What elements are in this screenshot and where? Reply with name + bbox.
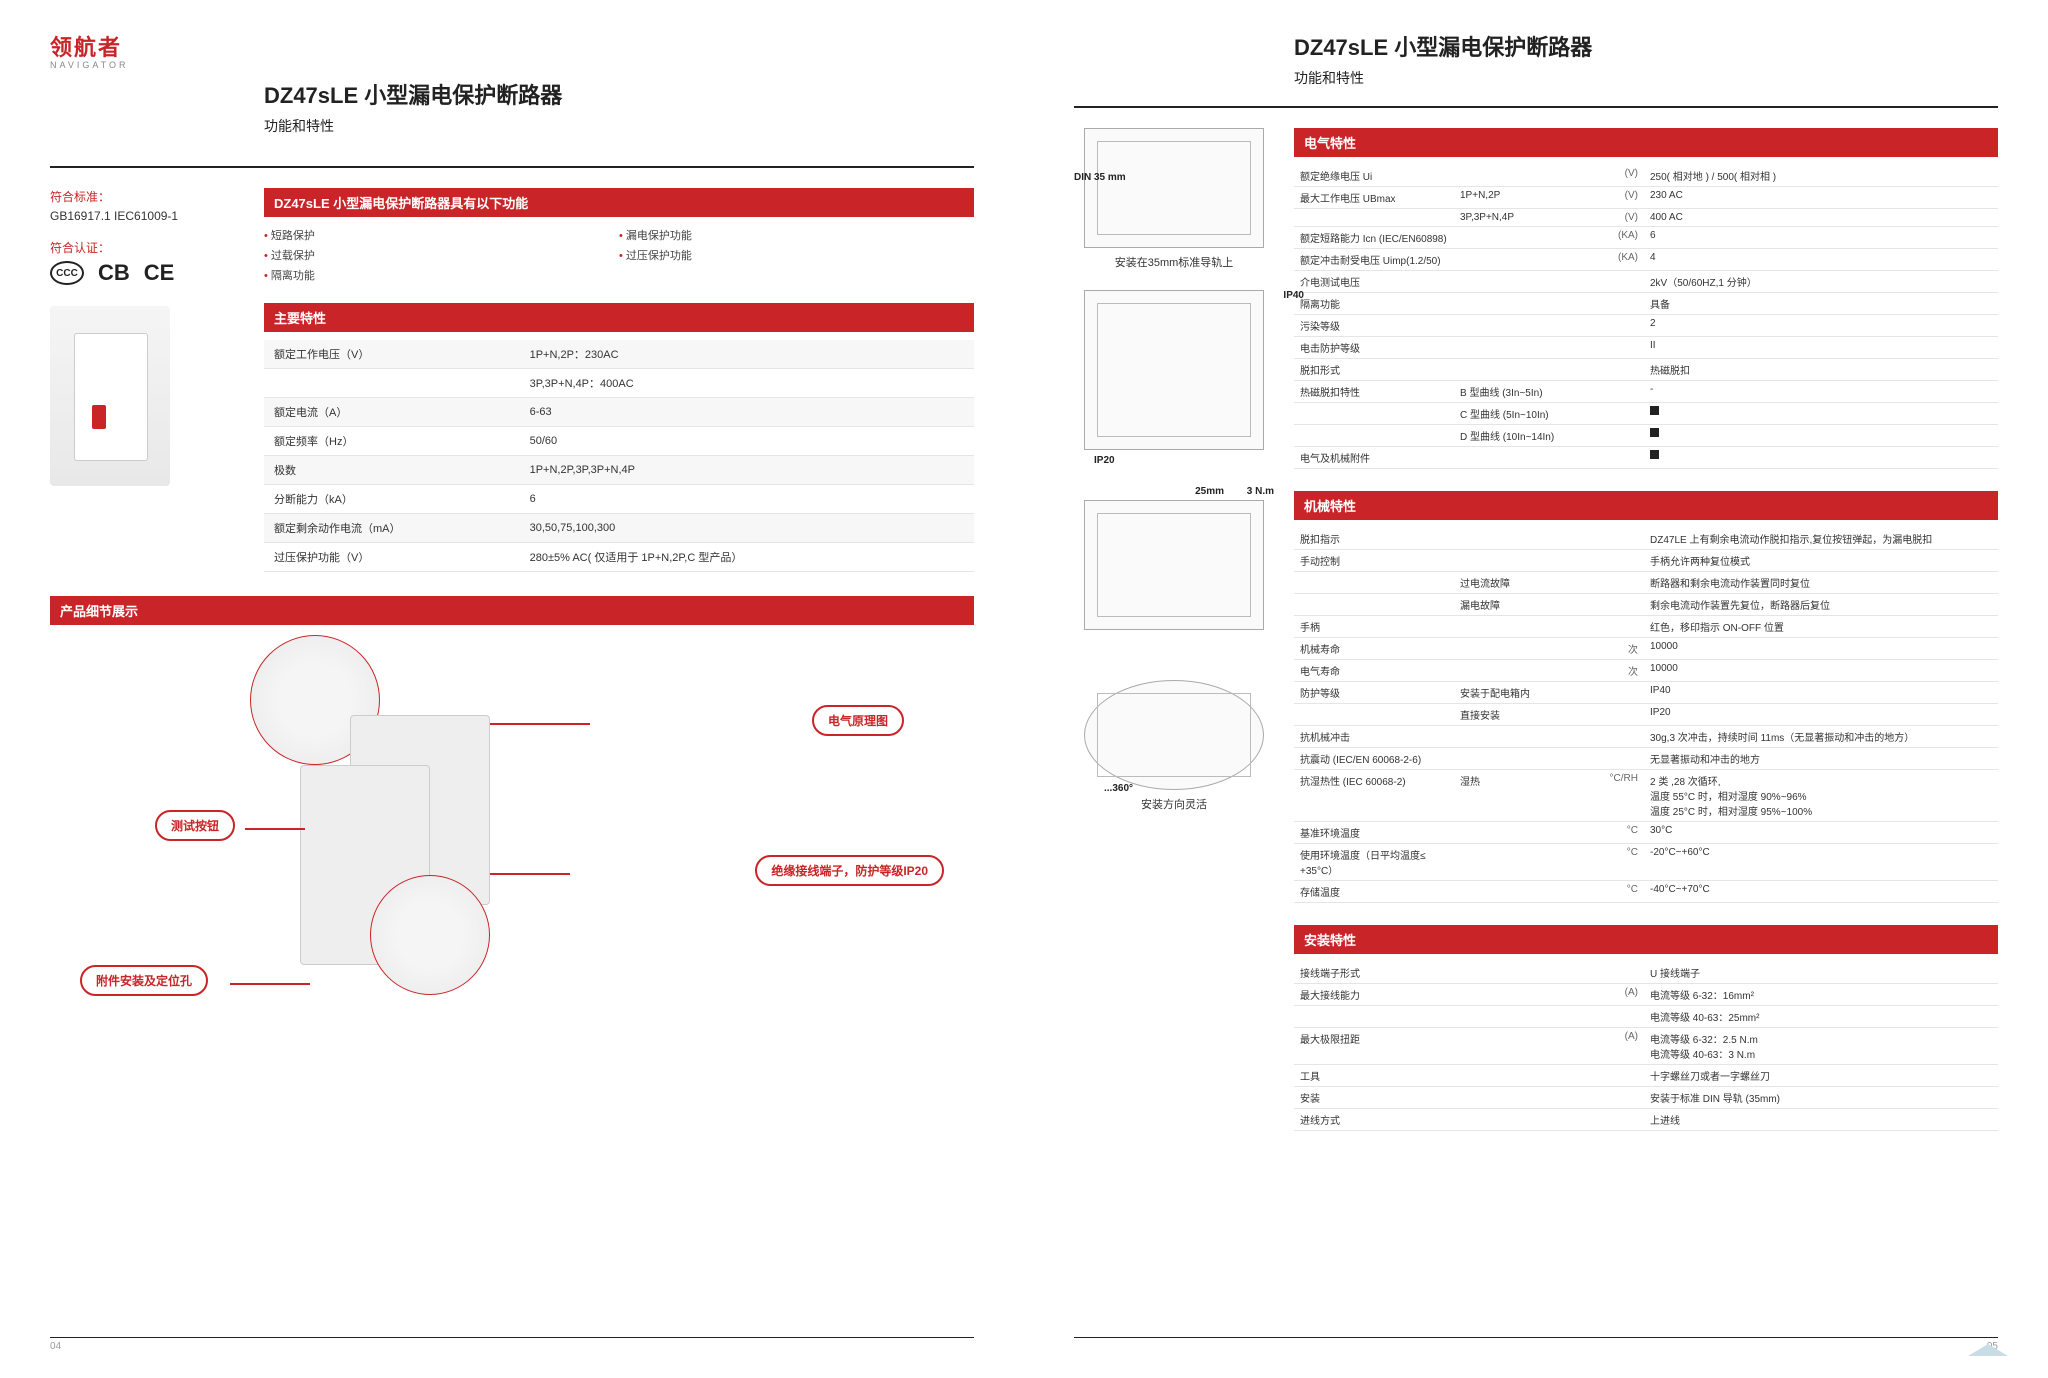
page-title: DZ47sLE 小型漏电保护断路器	[264, 78, 974, 110]
functions-header: DZ47sLE 小型漏电保护断路器具有以下功能	[264, 188, 974, 217]
standards-label: 符合标准：	[50, 188, 240, 205]
cert-label: 符合认证：	[50, 239, 240, 256]
func-bullets: 短路保护漏电保护功能 过载保护过压保护功能 隔离功能	[264, 225, 974, 285]
detail-diagram: 电气原理图 测试按钮 绝缘接线端子，防护等级IP20 附件安装及定位孔	[50, 635, 974, 1055]
ce-mark: CE	[144, 260, 175, 286]
page-title-r: DZ47sLE 小型漏电保护断路器	[1294, 30, 1998, 62]
diagram-din	[1084, 128, 1264, 248]
sailboat-icon	[1968, 1344, 2008, 1356]
elec-table: 额定绝缘电压 Ui(V)250( 相对地 ) / 500( 相对相 )最大工作电…	[1294, 165, 1998, 469]
main-spec-table: 额定工作电压（V）1P+N,2P：230AC3P,3P+N,4P：400AC额定…	[264, 340, 974, 572]
dia1-cap: 安装在35mm标准导轨上	[1074, 254, 1274, 270]
diagram-rotate	[1084, 680, 1264, 790]
page-subtitle: 功能和特性	[264, 116, 974, 136]
standards-text: GB16917.1 IEC61009-1	[50, 209, 240, 223]
inst-header: 安装特性	[1294, 925, 1998, 954]
page-num-left: 04	[50, 1341, 61, 1352]
callout-mount: 附件安装及定位孔	[80, 965, 208, 996]
mech-header: 机械特性	[1294, 491, 1998, 520]
inst-table: 接线端子形式U 接线端子最大接线能力(A)电流等级 6-32：16mm²电流等级…	[1294, 962, 1998, 1131]
detail-header: 产品细节展示	[50, 596, 974, 625]
cert-marks: CCC CB CE	[50, 260, 240, 286]
brand: 领航者 NAVIGATOR	[50, 30, 974, 70]
elec-header: 电气特性	[1294, 128, 1998, 157]
page-subtitle-r: 功能和特性	[1294, 68, 1998, 88]
callout-terminal: 绝缘接线端子，防护等级IP20	[755, 855, 944, 886]
callout-test-btn: 测试按钮	[155, 810, 235, 841]
callout-schematic: 电气原理图	[812, 705, 904, 736]
cb-mark: CB	[98, 260, 130, 286]
main-spec-header: 主要特性	[264, 303, 974, 332]
product-image	[50, 306, 170, 486]
dia4-cap: 安装方向灵活	[1074, 796, 1274, 812]
ccc-icon: CCC	[50, 261, 84, 285]
diagram-torque	[1084, 500, 1264, 630]
mech-table: 脱扣指示DZ47LE 上有剩余电流动作脱扣指示,复位按钮弹起，为漏电脱扣手动控制…	[1294, 528, 1998, 903]
diagram-ip	[1084, 290, 1264, 450]
